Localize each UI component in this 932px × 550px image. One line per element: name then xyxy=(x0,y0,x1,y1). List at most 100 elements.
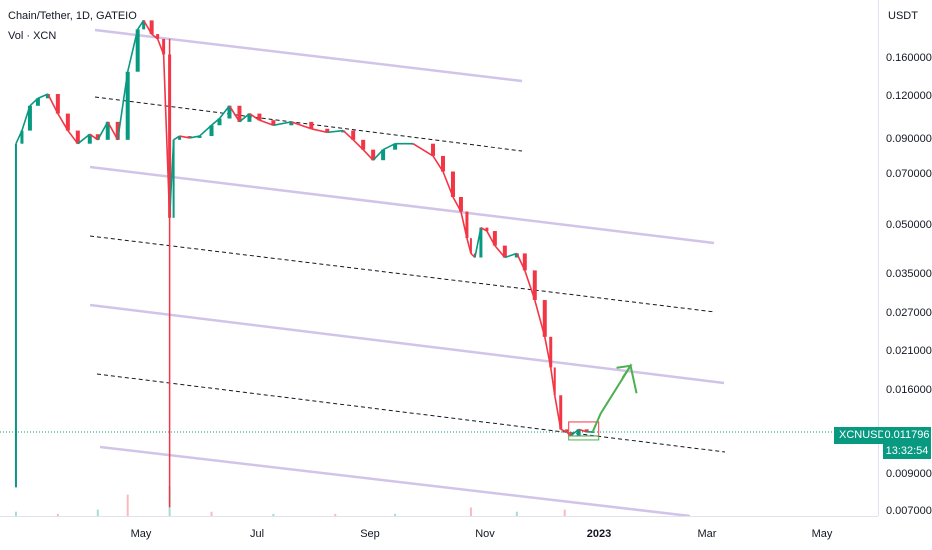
candle-body xyxy=(522,253,527,271)
candle-body xyxy=(247,113,252,122)
volume-bar xyxy=(14,511,17,516)
candle-body xyxy=(55,94,60,114)
price-tick: 0.021000 xyxy=(886,345,932,357)
volume-bar xyxy=(469,507,472,516)
candle-body xyxy=(465,211,469,239)
candle-body xyxy=(351,130,356,140)
candle-body xyxy=(227,105,232,119)
candle-body xyxy=(178,136,182,140)
candle-body xyxy=(361,139,366,150)
candle-body xyxy=(20,130,24,144)
projection-arrow xyxy=(591,363,638,433)
price-tick: 0.070000 xyxy=(886,168,932,180)
price-tick: 0.007000 xyxy=(886,505,932,517)
candle-body xyxy=(559,395,563,430)
candle-body xyxy=(187,136,192,138)
candle-body xyxy=(553,367,556,396)
volume-bar xyxy=(126,494,129,516)
candle-body xyxy=(209,125,214,137)
candle-body xyxy=(591,431,595,433)
candle-body xyxy=(479,227,483,258)
candle-body xyxy=(584,429,589,432)
current-price-tag[interactable]: 0.011796 13:32:54 xyxy=(883,427,931,459)
candle-body xyxy=(149,20,154,35)
candle-body xyxy=(492,231,497,246)
candle-body xyxy=(514,253,519,258)
price-segment xyxy=(311,128,328,134)
time-tick: Jul xyxy=(249,528,265,540)
volume-bar xyxy=(334,513,337,516)
candle-body xyxy=(542,300,547,337)
time-tick: Mar xyxy=(697,528,717,540)
candle-body xyxy=(95,134,100,140)
price-tick: 0.120000 xyxy=(886,90,932,102)
time-tick: May xyxy=(811,528,833,540)
channel-line xyxy=(94,28,523,83)
drawing-overlay xyxy=(0,363,878,441)
candle-body xyxy=(440,155,445,172)
candle-body xyxy=(217,118,222,126)
price-tick: 0.016000 xyxy=(886,384,932,396)
candle-body xyxy=(162,38,166,55)
volume-bar xyxy=(96,509,99,516)
price-tick: 0.090000 xyxy=(886,133,932,145)
candle-body xyxy=(431,143,436,156)
dashed-trendline xyxy=(96,373,726,453)
arrow-head xyxy=(616,364,633,379)
candle-body xyxy=(371,149,376,161)
channel-lines xyxy=(89,28,726,518)
volume-bar xyxy=(515,511,518,516)
symbol-title[interactable]: Chain/Tether, 1D, GATEIO xyxy=(8,10,137,22)
volume-bars xyxy=(14,486,566,516)
dashed-trendline xyxy=(89,235,716,313)
candle-body xyxy=(325,128,330,133)
volume-bar xyxy=(272,513,275,516)
candle-body xyxy=(257,113,262,121)
candle-body xyxy=(35,98,40,106)
candle-body xyxy=(125,71,130,140)
volume-bar xyxy=(210,511,213,516)
volume-legend[interactable]: Vol · XCN xyxy=(8,30,57,42)
bar-countdown: 13:32:54 xyxy=(885,445,929,457)
candle-body xyxy=(172,139,175,218)
time-axis-separator xyxy=(0,516,878,517)
support-box xyxy=(568,435,600,441)
price-series xyxy=(14,19,595,508)
price-tick: 0.035000 xyxy=(886,268,932,280)
candle-body xyxy=(309,121,314,129)
price-segment xyxy=(259,119,274,127)
price-tick: 0.009000 xyxy=(886,468,932,480)
candle-body xyxy=(142,20,146,30)
volume-bar xyxy=(394,513,397,516)
time-tick: 2023 xyxy=(586,528,612,540)
volume-bar xyxy=(56,513,59,516)
candle-body xyxy=(197,136,202,138)
candle-body xyxy=(381,149,386,161)
candle-body xyxy=(75,130,80,144)
candle-body xyxy=(569,431,572,436)
candle-body xyxy=(135,29,140,72)
price-axis-currency[interactable]: USDT xyxy=(888,10,918,22)
candle-body xyxy=(115,121,120,140)
time-tick: Sep xyxy=(360,528,380,540)
candle-body xyxy=(65,113,70,131)
price-axis-separator xyxy=(878,0,879,516)
candle-body xyxy=(458,197,463,212)
ticker-tag[interactable]: XCNUSDT xyxy=(834,427,898,444)
time-tick: May xyxy=(130,528,152,540)
candle-body xyxy=(393,143,398,150)
candle-body xyxy=(485,227,489,232)
candle-body xyxy=(105,121,110,140)
dashed-trendline xyxy=(94,96,523,152)
candle-body xyxy=(156,34,160,39)
volume-bar xyxy=(563,509,566,516)
candle-body xyxy=(271,120,276,126)
price-tick: 0.050000 xyxy=(886,219,932,231)
price-segment xyxy=(273,121,292,127)
price-tick: 0.160000 xyxy=(886,52,932,64)
channel-line xyxy=(89,303,725,385)
candle-body xyxy=(289,121,294,126)
price-segment xyxy=(412,143,434,157)
current-price-value: 0.011796 xyxy=(884,429,930,441)
